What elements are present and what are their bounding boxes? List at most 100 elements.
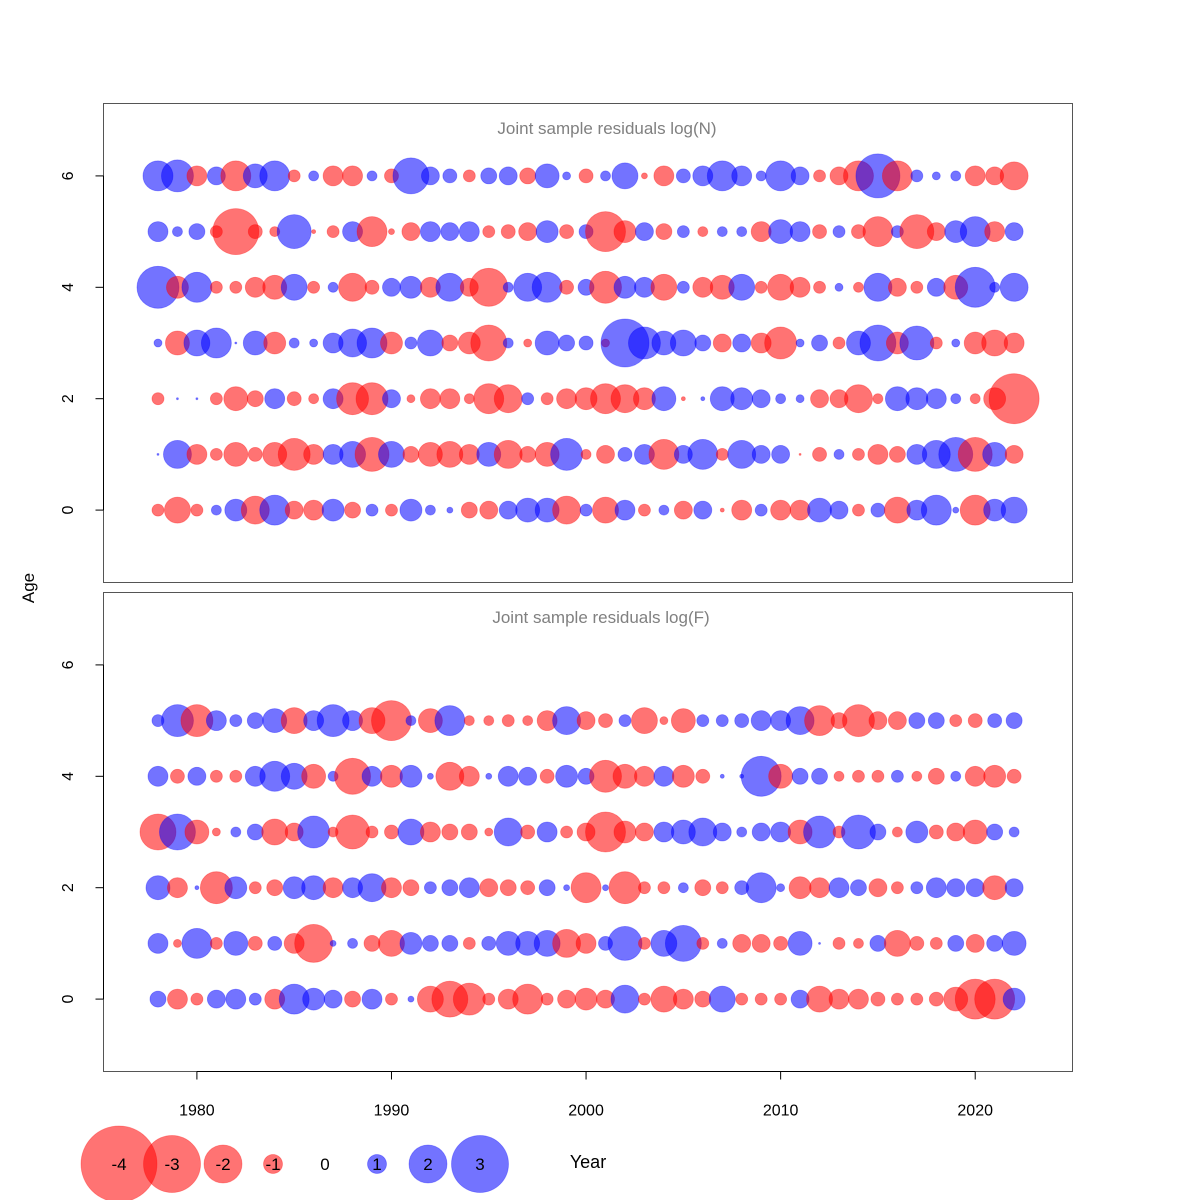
bubble-age2-year2022 xyxy=(1004,878,1024,898)
bubble-age0-year2018 xyxy=(928,991,944,1007)
bubble-age3-year1990 xyxy=(380,331,403,355)
bubble-age0-year2006 xyxy=(693,500,713,520)
bubble-age2-year2000 xyxy=(570,872,602,904)
bubble-age5-year2022 xyxy=(1005,712,1023,730)
bubble-age4-year2005 xyxy=(676,280,690,294)
legend-label-1: 1 xyxy=(372,1155,381,1174)
bubble-age5-year1983 xyxy=(246,712,264,730)
bubble-age6-year2001 xyxy=(600,170,611,182)
bubble-age1-year1987 xyxy=(329,939,337,947)
y-tick-label-4: 4 xyxy=(60,283,77,292)
bubble-age3-year1981 xyxy=(200,327,232,359)
bubble-age1-year1992 xyxy=(421,934,439,952)
bubble-age5-year1996 xyxy=(501,714,515,728)
bubble-age4-year2016 xyxy=(887,277,907,297)
bubble-age4-year1990 xyxy=(380,764,403,788)
bubble-age6-year1994 xyxy=(462,169,476,183)
bubble-age1-year1990 xyxy=(378,440,405,468)
bubble-age0-year1998 xyxy=(540,992,554,1006)
bubble-age1-year2000 xyxy=(580,448,592,460)
bubble-age2-year2013 xyxy=(828,877,850,899)
bubble-age2-year2011 xyxy=(795,394,805,404)
bubble-age4-year1997 xyxy=(518,766,538,786)
bubble-age4-year2008 xyxy=(728,273,756,301)
bubble-age3-year2004 xyxy=(653,821,675,843)
bubble-age1-year2006 xyxy=(696,936,710,950)
bubble-age1-year2008 xyxy=(727,439,757,469)
bubble-age3-year1993 xyxy=(441,334,459,352)
bubble-age5-year1980 xyxy=(188,223,206,241)
bubble-age1-year2022 xyxy=(1001,930,1027,956)
bubble-age4-year2010 xyxy=(768,763,794,789)
bubble-age6-year1987 xyxy=(322,165,344,187)
bubble-age0-year1987 xyxy=(321,498,345,522)
bubble-age1-year2009 xyxy=(751,444,771,464)
bubble-age0-year1985 xyxy=(284,500,304,520)
bubble-age2-year1991 xyxy=(402,879,420,897)
bubble-age0-year1995 xyxy=(482,992,496,1006)
bubble-age1-year1989 xyxy=(363,934,381,952)
legend-label-3: 3 xyxy=(475,1155,484,1174)
bubble-age4-year2020 xyxy=(954,266,996,308)
bubble-age0-year2005 xyxy=(672,988,694,1010)
bubble-age4-year2005 xyxy=(671,764,695,788)
bubble-age6-year1988 xyxy=(342,165,363,187)
bubble-age3-year1999 xyxy=(558,334,575,352)
bubble-age0-year1989 xyxy=(361,988,383,1010)
bubble-age5-year2012 xyxy=(812,224,827,240)
bubble-age1-year1983 xyxy=(247,935,263,951)
bubble-age5-year1992 xyxy=(419,221,441,243)
bubble-age4-year2022 xyxy=(999,272,1029,302)
x-axis: 1980 1990 2000 2010 2020 xyxy=(179,1071,993,1120)
bubble-age3-year2006 xyxy=(688,817,718,847)
legend-bubble-3 xyxy=(451,1135,509,1193)
bubble-age4-year2003 xyxy=(634,765,655,787)
panel-log-n-y-axis: 0 2 4 6 xyxy=(60,171,104,515)
bubble-age5-year1985 xyxy=(276,214,312,250)
bubble-age2-year2014 xyxy=(844,384,873,414)
bubble-age3-year1989 xyxy=(365,825,379,839)
bubble-age4-year2011 xyxy=(789,276,811,298)
bubble-age3-year1980 xyxy=(184,819,210,845)
bubble-age2-year1995 xyxy=(479,878,499,898)
bubble-age5-year1994 xyxy=(458,221,480,243)
bubble-age5-year2008 xyxy=(736,226,748,238)
bubble-age2-year2010 xyxy=(776,883,786,893)
bubble-age0-year1990 xyxy=(385,992,398,1006)
bubble-age6-year2008 xyxy=(731,165,753,187)
bubble-age4-year2021 xyxy=(983,764,1007,788)
bubble-age1-year1999 xyxy=(550,437,583,471)
bubble-age1-year2011 xyxy=(787,930,813,956)
bubble-age2-year1997 xyxy=(520,880,536,896)
bubble-age5-year2004 xyxy=(659,716,669,726)
bubble-age2-year1990 xyxy=(381,877,402,899)
bubble-age1-year2016 xyxy=(883,929,911,957)
bubble-age3-year2011 xyxy=(795,338,805,348)
bubble-age0-year1999 xyxy=(552,495,581,525)
bubble-age2-year1983 xyxy=(248,881,262,895)
bubble-age4-year1991 xyxy=(399,764,423,788)
legend-label-2: 2 xyxy=(423,1155,432,1174)
bubble-age1-year2000 xyxy=(575,932,597,954)
x-tick-label-2010: 2010 xyxy=(763,1103,799,1120)
bubble-age5-year2018 xyxy=(926,222,946,242)
x-tick-label-1990: 1990 xyxy=(374,1103,410,1120)
bubble-age0-year1978 xyxy=(149,990,167,1008)
bubble-age4-year1999 xyxy=(555,764,578,788)
bubble-age0-year1995 xyxy=(479,500,499,520)
legend-bubble-2 xyxy=(408,1144,448,1184)
bubble-age1-year1996 xyxy=(493,439,523,469)
bubble-age4-year2004 xyxy=(650,273,678,301)
bubble-age4-year2018 xyxy=(927,767,945,785)
x-axis-label: Year xyxy=(570,1152,606,1172)
bubble-age5-year2007 xyxy=(716,226,728,238)
legend-bubble--2 xyxy=(203,1144,243,1184)
bubble-age4-year2016 xyxy=(890,769,904,783)
bubble-age5-year2010 xyxy=(768,219,794,245)
bubble-age3-year2022 xyxy=(1003,332,1025,354)
bubble-age5-year2019 xyxy=(949,714,963,728)
bubble-age2-year2008 xyxy=(730,387,754,411)
bubble-age5-year1982 xyxy=(229,714,243,728)
bubble-age3-year1997 xyxy=(523,338,533,348)
bubble-age6-year2004 xyxy=(653,165,675,187)
